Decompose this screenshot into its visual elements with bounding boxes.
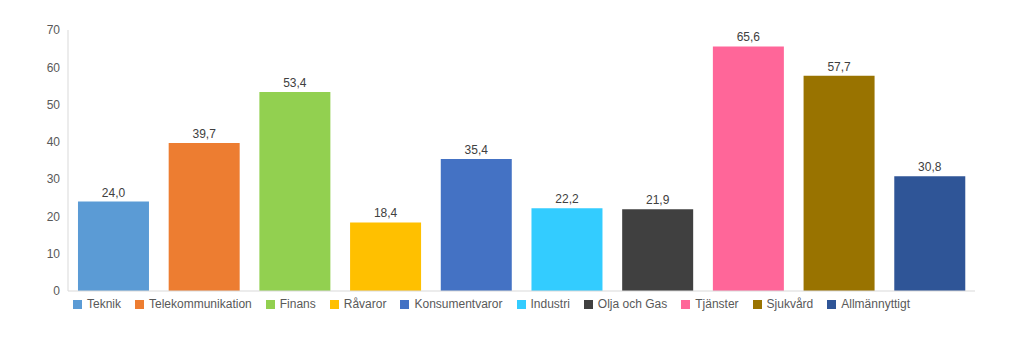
svg-text:30: 30 <box>47 172 61 186</box>
svg-text:10: 10 <box>47 247 61 261</box>
html-text:Allmännyttigt: Allmännyttigt <box>841 297 910 311</box>
svg-text:60: 60 <box>47 61 61 75</box>
html-text:Olja och Gas: Olja och Gas <box>597 297 668 311</box>
svg-text:53,4: 53,4 <box>283 76 307 90</box>
svg-text:22,2: 22,2 <box>555 192 579 206</box>
svg-text:30,8: 30,8 <box>918 160 942 174</box>
html-text:Teknik: Teknik <box>87 297 121 311</box>
html-text:Finans: Finans <box>279 297 316 311</box>
svg-text:65,6: 65,6 <box>737 30 761 44</box>
svg-text:40: 40 <box>47 135 61 149</box>
svg-text:20: 20 <box>47 210 61 224</box>
svg-text:21,9: 21,9 <box>646 193 670 207</box>
html-text:Industri: Industri <box>530 297 570 311</box>
svg-text:0: 0 <box>53 284 60 298</box>
svg-text:35,4: 35,4 <box>465 143 489 157</box>
html-text:Råvaror: Råvaror <box>343 297 387 311</box>
svg-text:57,7: 57,7 <box>827 60 851 74</box>
svg-text:18,4: 18,4 <box>374 206 398 220</box>
svg-text:39,7: 39,7 <box>192 127 216 141</box>
html-text:Tjänster: Tjänster <box>695 297 739 311</box>
svg-text:70: 70 <box>47 23 61 37</box>
html-text:Telekommunikation: Telekommunikation <box>149 297 252 311</box>
html-text:Sjukvård: Sjukvård <box>766 297 814 311</box>
svg-text:50: 50 <box>47 98 61 112</box>
svg-text:24,0: 24,0 <box>102 186 126 200</box>
html-text:Konsumentvaror: Konsumentvaror <box>414 297 503 311</box>
